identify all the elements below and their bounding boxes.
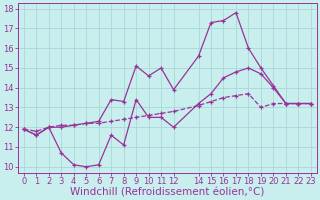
X-axis label: Windchill (Refroidissement éolien,°C): Windchill (Refroidissement éolien,°C) bbox=[70, 187, 265, 197]
